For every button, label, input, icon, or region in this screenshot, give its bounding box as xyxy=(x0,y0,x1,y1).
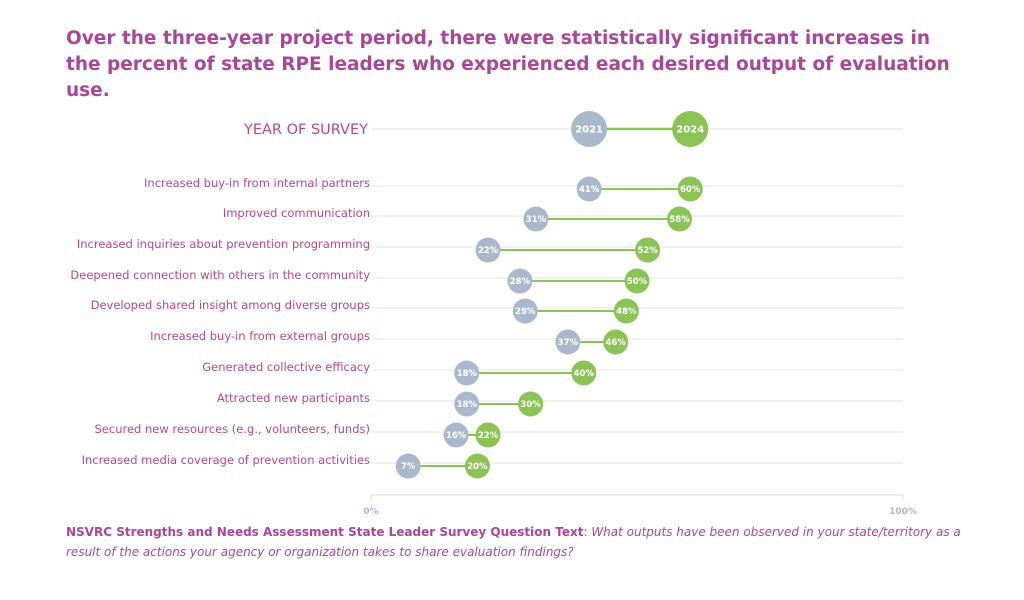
point-2024-dot xyxy=(635,237,661,263)
point-2021-dot xyxy=(555,329,581,355)
point-2024-label: 40% xyxy=(574,369,595,379)
point-2021-dot xyxy=(576,176,602,202)
point-2021-dot xyxy=(395,453,421,479)
chart-title: Over the three-year project period, ther… xyxy=(66,28,950,101)
point-2024-label: 52% xyxy=(637,246,658,256)
legend-2021-label: 2021 xyxy=(575,125,603,136)
point-2024-dot xyxy=(613,298,639,324)
point-2024-label: 58% xyxy=(669,215,690,225)
point-2021-label: 41% xyxy=(579,185,600,195)
point-2021-label: 31% xyxy=(526,215,547,225)
category-label: Improved communication xyxy=(223,206,370,220)
x-tick-label: 0% xyxy=(363,507,378,517)
category-label: Secured new resources (e.g., volunteers,… xyxy=(95,422,371,436)
category-label: Attracted new participants xyxy=(217,391,370,405)
point-2024-dot xyxy=(475,422,501,448)
point-2024-label: 50% xyxy=(627,277,648,287)
point-2021-label: 29% xyxy=(515,307,536,317)
point-2024-dot xyxy=(624,268,650,294)
point-2021-dot xyxy=(454,391,480,417)
point-2021-dot xyxy=(475,237,501,263)
point-2024-dot xyxy=(464,453,490,479)
point-2021-dot xyxy=(507,268,533,294)
point-2024-dot xyxy=(667,206,693,232)
point-2024-label: 60% xyxy=(680,185,701,195)
point-2021-label: 7% xyxy=(401,462,416,472)
category-label: Increased inquiries about prevention pro… xyxy=(77,237,370,251)
legend-2021-dot xyxy=(571,111,608,147)
category-label: Increased media coverage of prevention a… xyxy=(82,453,370,467)
point-2024-label: 20% xyxy=(467,462,488,472)
point-2024-label: 46% xyxy=(606,338,627,348)
footer-question: What outputs have been observed in your … xyxy=(66,525,961,559)
header-label: YEAR OF SURVEY xyxy=(243,122,368,138)
point-2024-label: 22% xyxy=(478,431,499,441)
point-2021-dot xyxy=(523,206,549,232)
point-2021-label: 37% xyxy=(558,338,579,348)
point-2024-dot xyxy=(603,329,629,355)
category-label: Increased buy-in from internal partners xyxy=(144,176,370,190)
point-2024-label: 48% xyxy=(616,307,637,317)
legend-2024-label: 2024 xyxy=(676,125,704,136)
point-2021-label: 22% xyxy=(478,246,499,256)
point-2021-label: 28% xyxy=(510,277,531,287)
chart-footer: NSVRC Strengths and Needs Assessment Sta… xyxy=(66,525,961,559)
category-label: Developed shared insight among diverse g… xyxy=(91,298,370,312)
point-2021-dot xyxy=(512,298,538,324)
point-2021-label: 16% xyxy=(446,431,467,441)
point-2024-label: 30% xyxy=(520,400,541,410)
legend-2024-dot xyxy=(672,111,709,147)
x-tick-label: 100% xyxy=(889,507,917,517)
category-label: Generated collective efficacy xyxy=(202,360,370,374)
point-2024-dot xyxy=(677,176,703,202)
category-label: Deepened connection with others in the c… xyxy=(70,268,370,282)
point-2024-dot xyxy=(518,391,544,417)
point-2021-label: 18% xyxy=(457,400,478,410)
footer-source-label: NSVRC Strengths and Needs Assessment Sta… xyxy=(66,525,584,539)
point-2021-dot xyxy=(454,360,480,386)
point-2024-dot xyxy=(571,360,597,386)
point-2021-label: 18% xyxy=(457,369,478,379)
point-2021-dot xyxy=(443,422,469,448)
category-label: Increased buy-in from external groups xyxy=(150,329,370,343)
